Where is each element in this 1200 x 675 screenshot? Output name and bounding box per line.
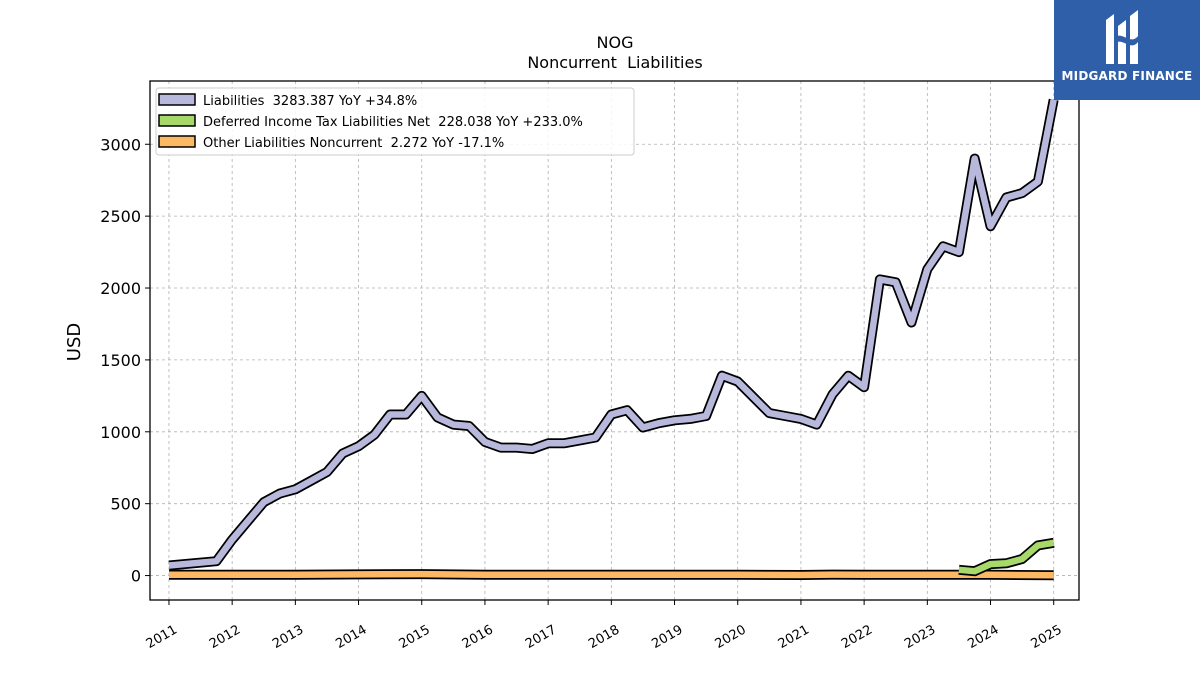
x-tick-label: 2017 [523, 622, 559, 652]
x-tick-label: 2014 [333, 622, 369, 652]
y-tick-label: 0 [131, 567, 141, 586]
x-tick-label: 2023 [902, 622, 938, 652]
y-tick-label: 1500 [100, 351, 141, 370]
x-tick-label: 2025 [1029, 622, 1065, 652]
series-line-liabilities [168, 99, 1057, 569]
legend-swatch-liabilities [158, 93, 196, 106]
x-tick-label: 2019 [649, 622, 685, 652]
x-tick-label: 2020 [713, 622, 749, 652]
legend-label-other-liabilities: Other Liabilities Noncurrent 2.272 YoY -… [203, 136, 504, 151]
legend: Liabilities 3283.387 YoY +34.8% Deferred… [155, 87, 635, 156]
logo-text: MIDGARD FINANCE [1061, 69, 1193, 83]
legend-box [155, 87, 635, 156]
x-tick-label: 2013 [270, 622, 306, 652]
x-tick-label: 2018 [586, 622, 622, 652]
series-other-liabilities [169, 569, 1054, 581]
x-tick-label: 2024 [965, 622, 1001, 652]
brand-logo: MIDGARD FINANCE [1054, 0, 1200, 100]
plot-frame [149, 80, 1080, 601]
series-layer [168, 98, 1059, 581]
y-tick-label: 500 [110, 495, 141, 514]
legend-label-liabilities: Liabilities 3283.387 YoY +34.8% [203, 94, 417, 109]
chart-title: NOG [597, 33, 634, 52]
series-deferred-tax [958, 537, 1055, 577]
grid [150, 81, 1079, 600]
y-axis-label: USD [64, 323, 85, 361]
x-tick-label: 2011 [144, 622, 180, 652]
logo-mark-icon [1106, 10, 1138, 64]
legend-label-deferred-tax: Deferred Income Tax Liabilities Net 228.… [203, 115, 583, 130]
legend-swatch-deferred-tax [158, 114, 196, 127]
y-tick-label: 3000 [100, 135, 141, 154]
series-line-deferred-tax [958, 539, 1055, 575]
x-tick-label: 2015 [397, 622, 433, 652]
series-liabilities [168, 98, 1059, 571]
series-line-other-liabilities [169, 570, 1054, 579]
x-tick-label: 2021 [776, 622, 812, 652]
y-tick-label: 1000 [100, 423, 141, 442]
legend-swatch-other-liabilities [158, 135, 196, 148]
x-tick-label: 2016 [460, 622, 496, 652]
x-tick-label: 2022 [839, 622, 875, 652]
y-tick-label: 2500 [100, 207, 141, 226]
chart-subtitle: Noncurrent Liabilities [527, 53, 702, 72]
y-tick-label: 2000 [100, 279, 141, 298]
x-tick-label: 2012 [207, 622, 243, 652]
